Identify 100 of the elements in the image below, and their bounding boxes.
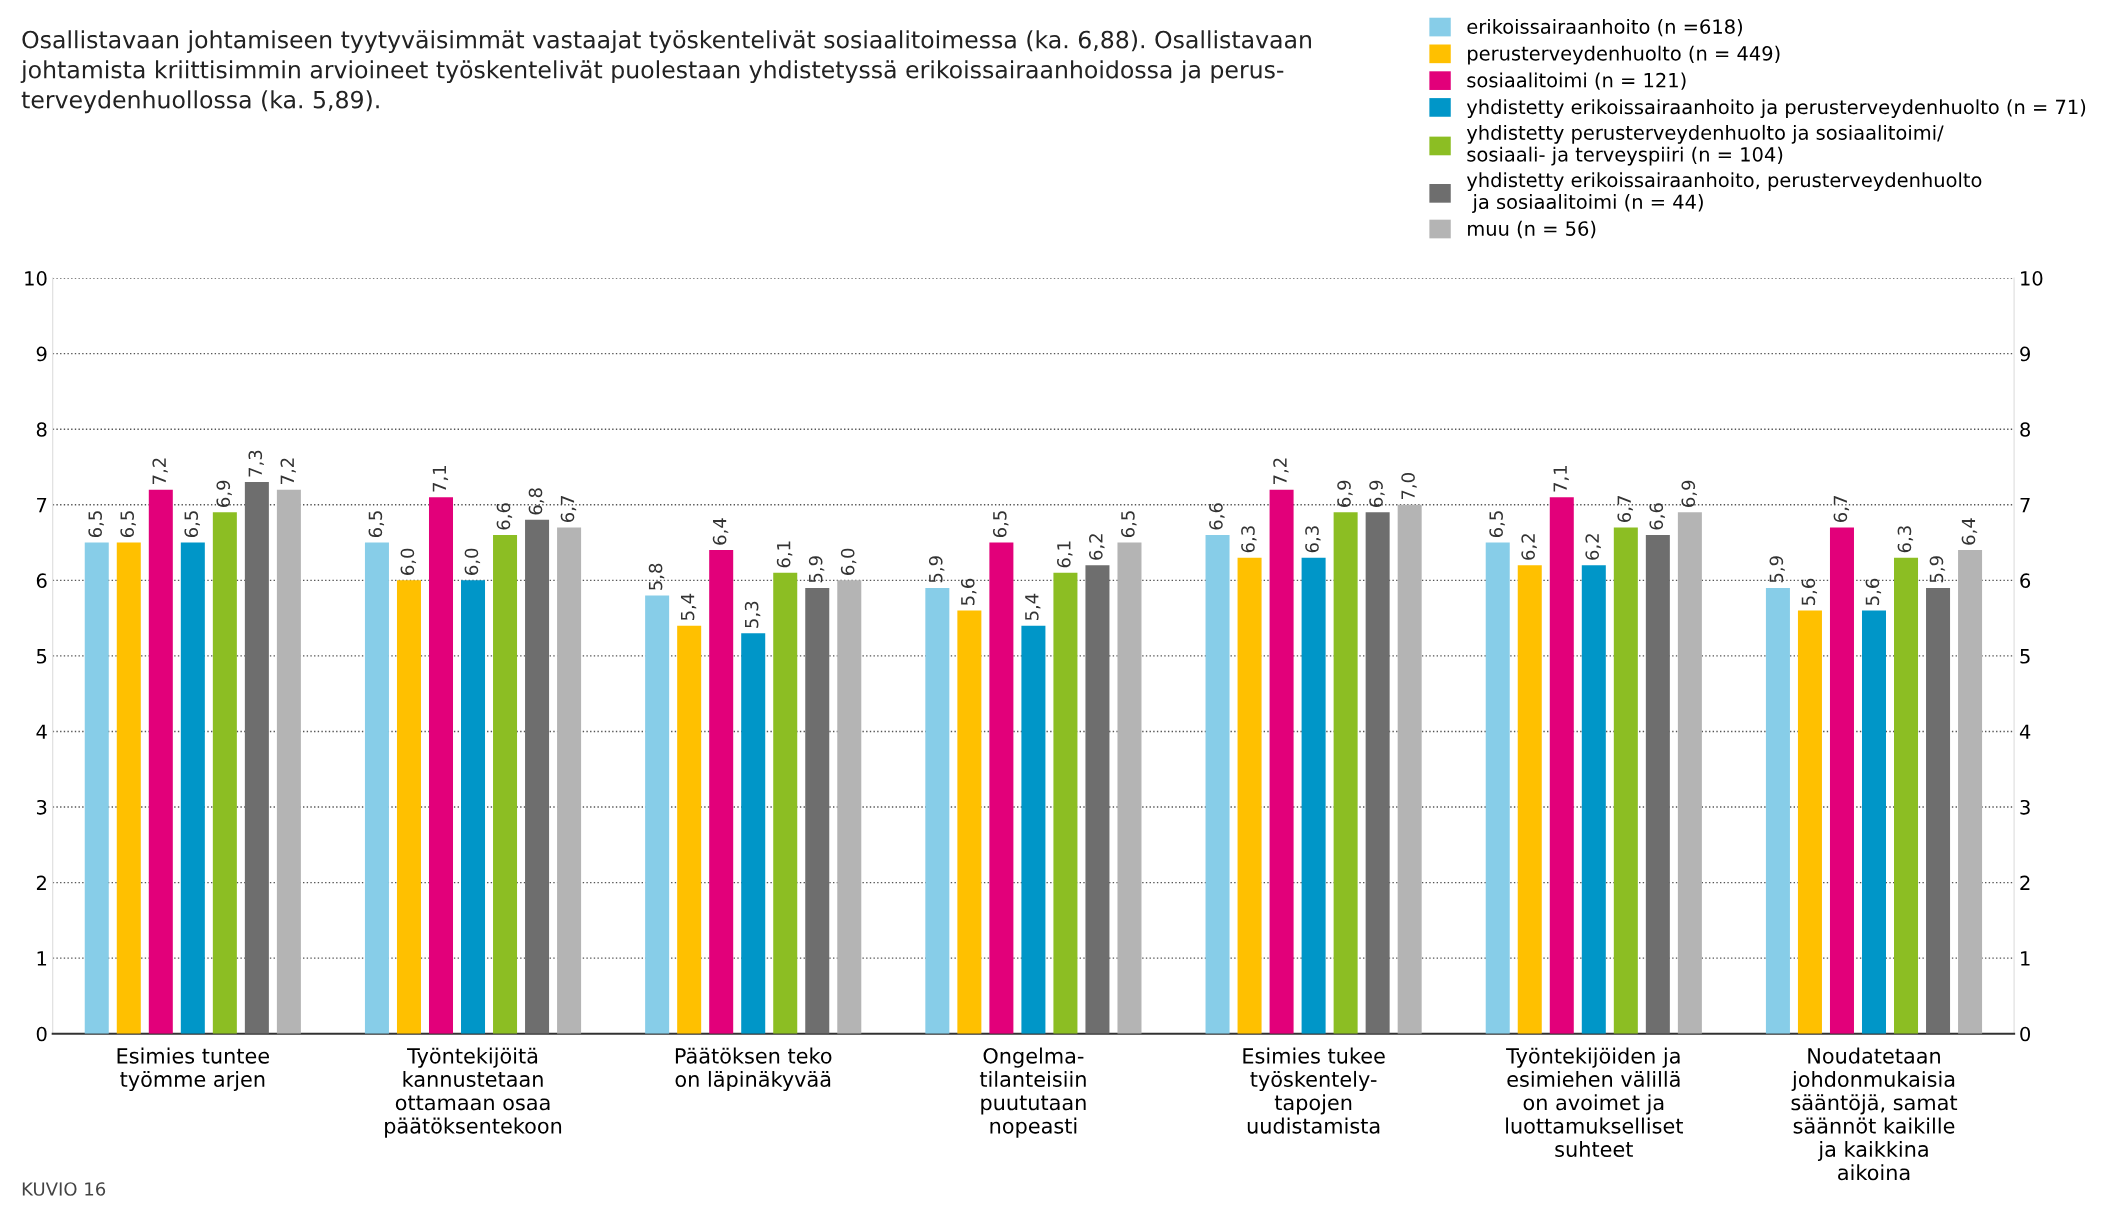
y-tick-label: 9 (36, 346, 47, 362)
bar (1765, 587, 1790, 1034)
bar (428, 497, 453, 1034)
bar (1958, 550, 1983, 1034)
data-label: 5,9 (1929, 556, 1946, 583)
data-label: 5,6 (1801, 578, 1818, 605)
text: KUVIO 16 (22, 1182, 106, 1196)
bar (1085, 565, 1110, 1034)
y-tick-label: 7 (37, 497, 47, 513)
data-label: 6,7 (560, 496, 577, 522)
y-tick-label: 3 (36, 799, 47, 815)
bar (1397, 504, 1422, 1034)
bar (645, 595, 670, 1034)
bar (741, 633, 766, 1034)
bar (1485, 542, 1510, 1034)
data-label: 6,6 (1209, 503, 1225, 530)
bar (709, 550, 734, 1034)
data-label: 6,3 (1241, 526, 1257, 553)
y2-tick-label: 3 (2020, 799, 2030, 815)
bar (925, 587, 950, 1034)
data-label: 6,1 (1057, 541, 1073, 568)
data-label: 6,3 (1897, 526, 1914, 553)
data-label: 6,2 (1585, 534, 1601, 560)
bar (1301, 557, 1326, 1034)
y-tick-label: 1 (37, 951, 47, 966)
bar (1333, 512, 1358, 1034)
bar (957, 610, 982, 1034)
x-tick-label: Työntekijöitä kannustetaan ottamaan osaa päätöksentekoon (385, 1047, 562, 1138)
bar (364, 542, 389, 1034)
bar (989, 542, 1014, 1034)
y2-tick-label: 10 (2021, 271, 2043, 286)
bar (1677, 512, 1702, 1034)
x-tick-label: Noudatetaan johdonmukaisia sääntöjä, samat säännöt kaikille ja kaikkina aikoina (1791, 1047, 1958, 1181)
data-label: 6,9 (1681, 480, 1697, 507)
data-label: 6,5 (368, 511, 385, 538)
data-label: 7,2 (280, 458, 296, 484)
y2-tick-label: 9 (2020, 346, 2030, 362)
data-label: 6,2 (1089, 534, 1105, 560)
bar (1021, 625, 1046, 1034)
data-label: 5,4 (680, 593, 697, 621)
data-label: 6,7 (1617, 496, 1633, 522)
data-label: 6,5 (1121, 511, 1137, 538)
y2-tick-label: 6 (2020, 573, 2031, 588)
x-tick-label: Työntekijöiden ja esimiehen välillä on avoimet ja luottamukselliset suhteet (1506, 1047, 1683, 1158)
y-tick-label: 0 (36, 1026, 47, 1042)
bar (1581, 565, 1606, 1034)
bar (1894, 557, 1919, 1034)
bar (1613, 527, 1638, 1034)
y-tick-label: 10 (25, 271, 47, 286)
data-label: 5,8 (648, 563, 665, 590)
y-tick-label: 8 (36, 422, 47, 437)
data-label: 6,2 (1521, 534, 1537, 560)
bar (180, 542, 205, 1034)
data-label: 5,9 (808, 556, 825, 583)
bar (525, 519, 550, 1034)
data-label: 6,7 (1833, 496, 1850, 522)
data-label: 6,8 (528, 488, 545, 515)
bar (461, 580, 486, 1034)
bar (1926, 587, 1951, 1034)
data-label: 7,2 (152, 458, 168, 484)
bar (1549, 497, 1574, 1034)
data-label: 5,6 (960, 578, 977, 605)
y2-tick-label: 8 (2020, 422, 2030, 437)
bar (1645, 534, 1670, 1034)
bar (148, 489, 173, 1034)
data-label: 7,1 (1553, 465, 1569, 492)
bar (1205, 534, 1230, 1034)
bar (116, 542, 141, 1034)
data-label: 5,9 (1769, 556, 1786, 583)
legend-label: yhdistetty erikoissairaanhoito ja perusterveydenhuolto (n = 71) (1466, 99, 2086, 119)
bar (1797, 610, 1822, 1034)
x-tick-label: Ongelma- tilanteisiin puututaan nopeasti (979, 1047, 1086, 1138)
x-tick-label: Esimies tukee työskentely- tapojen uudistamista (1243, 1047, 1385, 1134)
bar (84, 542, 109, 1034)
legend-label: erikoissairaanhoito (n =618) (1467, 18, 1742, 37)
legend-label: yhdistetty perusterveydenhuolto ja sosiaalitoimi/ sosiaali- ja terveyspiiri (n = 104) (1466, 124, 1944, 166)
bar (1269, 489, 1294, 1034)
data-label: 6,1 (776, 541, 793, 568)
data-label: 7,3 (248, 450, 264, 477)
y-tick-label: 2 (36, 875, 46, 890)
data-label: 6,5 (120, 511, 136, 538)
data-label: 5,6 (1865, 578, 1882, 605)
data-label: 6,4 (712, 518, 729, 545)
bar (1517, 565, 1542, 1034)
data-label: 6,5 (184, 511, 200, 538)
bar (837, 580, 862, 1034)
bar (1861, 610, 1887, 1034)
bar (677, 625, 702, 1034)
y-tick-label: 6 (36, 573, 47, 588)
data-label: 6,5 (88, 511, 104, 538)
bar (1237, 557, 1262, 1034)
legend-label: yhdistetty erikoissairaanhoito, perusterveydenhuolto ja sosiaalitoimi (n = 44) (1466, 172, 1982, 213)
data-label: 6,0 (400, 548, 417, 575)
bar (244, 482, 269, 1034)
data-label: 6,9 (1369, 480, 1385, 507)
x-tick-label: Esimies tuntee työmme arjen (117, 1047, 269, 1092)
x-tick-label: Päätöksen teko on läpinäkyvää (675, 1047, 832, 1092)
legend-label: muu (n = 56) (1468, 220, 1596, 239)
data-label: 6,0 (840, 548, 857, 575)
bar (557, 527, 582, 1034)
